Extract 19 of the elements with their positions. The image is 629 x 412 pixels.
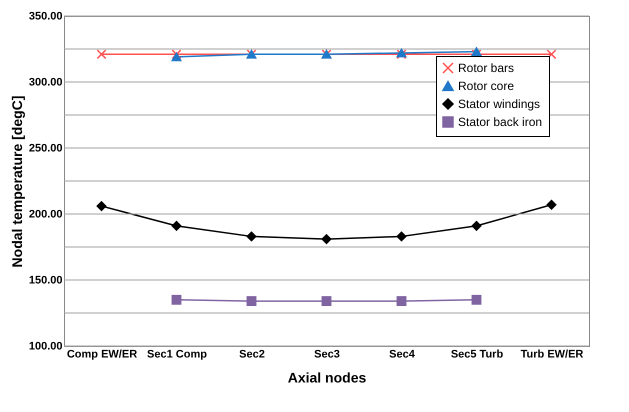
x-axis-title: Axial nodes [288, 370, 366, 386]
legend-label: Rotor core [458, 79, 514, 93]
y-tick-label: 200.00 [28, 208, 62, 220]
y-tick-label: 150.00 [28, 274, 62, 286]
x-tick-label: Sec4 [389, 348, 416, 360]
legend-label: Rotor bars [458, 61, 514, 75]
y-tick-label: 300.00 [28, 76, 62, 88]
x-tick-label: Sec2 [239, 348, 265, 360]
y-tick-label: 250.00 [28, 142, 62, 154]
legend-label: Stator back iron [458, 115, 542, 129]
x-tick-label: Sec3 [314, 348, 340, 360]
y-tick-label: 350.00 [28, 10, 62, 22]
x-tick-label: Sec1 Comp [147, 348, 208, 360]
x-tick-label: Sec5 Turb [450, 348, 504, 360]
y-tick-label: 100.00 [28, 340, 62, 352]
x-tick-label: Comp EW/ER [66, 348, 138, 360]
legend-label: Stator windings [458, 97, 540, 111]
y-axis-title: Nodal temperature [degC] [8, 96, 25, 268]
x-tick-label: Turb EW/ER [520, 348, 584, 360]
